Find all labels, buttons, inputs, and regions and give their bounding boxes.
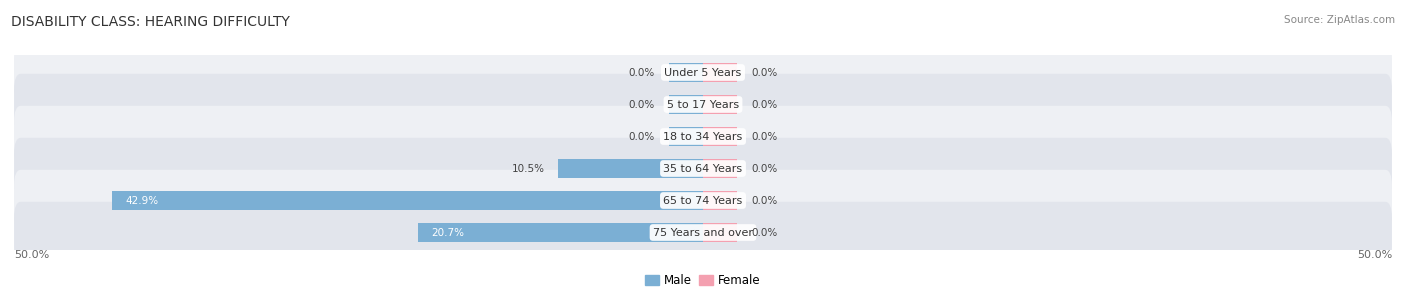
Bar bbox=[703, 223, 738, 242]
Text: 0.0%: 0.0% bbox=[751, 196, 778, 206]
Bar bbox=[418, 223, 703, 242]
Bar bbox=[703, 191, 738, 210]
Text: 0.0%: 0.0% bbox=[751, 67, 778, 77]
Bar bbox=[703, 127, 738, 146]
Text: 0.0%: 0.0% bbox=[628, 131, 655, 142]
FancyBboxPatch shape bbox=[14, 74, 1392, 135]
FancyBboxPatch shape bbox=[14, 138, 1392, 199]
FancyBboxPatch shape bbox=[14, 42, 1392, 103]
Text: 18 to 34 Years: 18 to 34 Years bbox=[664, 131, 742, 142]
Text: 50.0%: 50.0% bbox=[14, 250, 49, 260]
Text: 42.9%: 42.9% bbox=[125, 196, 159, 206]
Bar bbox=[669, 95, 703, 114]
Text: 35 to 64 Years: 35 to 64 Years bbox=[664, 163, 742, 174]
Bar bbox=[703, 159, 738, 178]
Bar bbox=[703, 95, 738, 114]
Text: 0.0%: 0.0% bbox=[628, 99, 655, 109]
FancyBboxPatch shape bbox=[14, 170, 1392, 231]
Text: 20.7%: 20.7% bbox=[432, 228, 464, 238]
Bar bbox=[669, 127, 703, 146]
Legend: Male, Female: Male, Female bbox=[645, 274, 761, 287]
Text: 10.5%: 10.5% bbox=[512, 163, 544, 174]
Bar bbox=[112, 191, 703, 210]
Bar bbox=[703, 63, 738, 82]
FancyBboxPatch shape bbox=[14, 106, 1392, 167]
Text: Source: ZipAtlas.com: Source: ZipAtlas.com bbox=[1284, 15, 1395, 25]
Text: 0.0%: 0.0% bbox=[751, 163, 778, 174]
Text: 50.0%: 50.0% bbox=[1357, 250, 1392, 260]
Text: DISABILITY CLASS: HEARING DIFFICULTY: DISABILITY CLASS: HEARING DIFFICULTY bbox=[11, 15, 290, 29]
Text: 75 Years and over: 75 Years and over bbox=[652, 228, 754, 238]
Text: 0.0%: 0.0% bbox=[628, 67, 655, 77]
Text: 65 to 74 Years: 65 to 74 Years bbox=[664, 196, 742, 206]
Text: 0.0%: 0.0% bbox=[751, 99, 778, 109]
Bar bbox=[558, 159, 703, 178]
Text: 0.0%: 0.0% bbox=[751, 131, 778, 142]
Text: 0.0%: 0.0% bbox=[751, 228, 778, 238]
Text: 5 to 17 Years: 5 to 17 Years bbox=[666, 99, 740, 109]
Text: Under 5 Years: Under 5 Years bbox=[665, 67, 741, 77]
FancyBboxPatch shape bbox=[14, 202, 1392, 263]
Bar bbox=[669, 63, 703, 82]
